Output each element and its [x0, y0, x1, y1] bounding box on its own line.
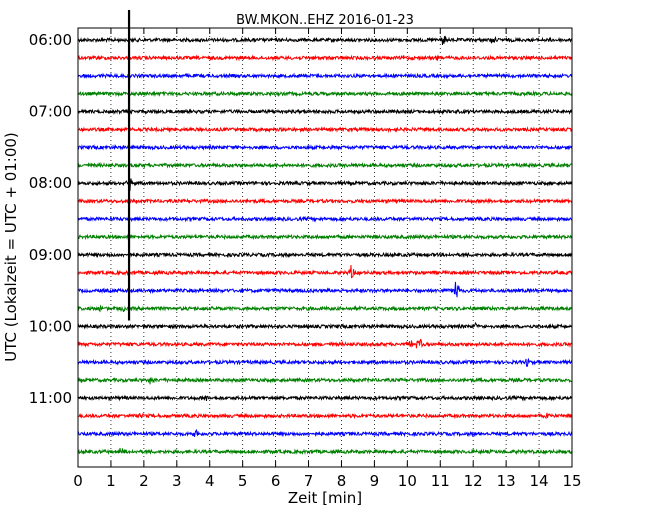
x-tick-label: 2	[139, 472, 149, 490]
y-axis-ticks: 06:00 07:00 08:00 09:00 10:00 11:00	[29, 31, 572, 407]
trace-line	[77, 125, 573, 133]
trace-line	[77, 72, 573, 80]
x-tick-label: 10	[398, 472, 417, 490]
trace-line	[77, 412, 573, 420]
trace-line	[77, 321, 573, 330]
trace-line	[77, 264, 573, 279]
x-tick-label: 15	[562, 472, 581, 490]
x-tick-label: 6	[271, 472, 281, 490]
trace-line	[77, 305, 573, 313]
trace-line	[77, 376, 573, 385]
x-axis-label: Zeit [min]	[288, 489, 362, 507]
trace-line	[77, 215, 573, 223]
trace-line	[77, 357, 573, 368]
trace-line	[77, 108, 573, 116]
trace-line	[77, 233, 573, 241]
x-tick-label: 13	[497, 472, 516, 490]
x-tick-label: 5	[238, 472, 248, 490]
trace-line	[77, 54, 573, 62]
trace-line	[77, 161, 573, 169]
trace-line	[77, 338, 573, 349]
y-axis-label: UTC (Lokalzeit = UTC + 01:00)	[2, 132, 20, 362]
x-tick-label: 8	[337, 472, 347, 490]
x-axis-ticks: 0 1 2 3 4 5 6 7 8 9 10 11 12 13 14 15	[73, 28, 582, 490]
seismic-traces	[77, 35, 573, 456]
trace-line	[77, 447, 573, 456]
y-tick-label: 11:00	[29, 389, 72, 407]
x-tick-label: 3	[172, 472, 182, 490]
trace-line	[77, 178, 573, 191]
y-tick-label: 06:00	[29, 31, 72, 49]
chart-title: BW.MKON..EHZ 2016-01-23	[236, 13, 414, 28]
trace-line	[77, 394, 573, 402]
trace-line	[77, 197, 573, 205]
y-tick-label: 07:00	[29, 103, 72, 121]
trace-line	[77, 428, 573, 438]
x-tick-label: 14	[530, 472, 549, 490]
trace-line	[77, 143, 573, 151]
x-tick-label: 9	[370, 472, 380, 490]
trace-line	[77, 90, 573, 98]
x-tick-label: 12	[464, 472, 483, 490]
x-tick-label: 0	[73, 472, 83, 490]
y-tick-label: 08:00	[29, 174, 72, 192]
y-tick-label: 10:00	[29, 317, 72, 335]
x-tick-label: 7	[304, 472, 314, 490]
y-tick-label: 09:00	[29, 246, 72, 264]
x-tick-label: 4	[205, 472, 215, 490]
trace-line	[77, 281, 573, 298]
trace-line	[77, 35, 573, 45]
trace-line	[77, 251, 573, 259]
plot-frame	[77, 27, 573, 468]
x-tick-label: 1	[106, 472, 116, 490]
x-tick-label: 11	[431, 472, 450, 490]
